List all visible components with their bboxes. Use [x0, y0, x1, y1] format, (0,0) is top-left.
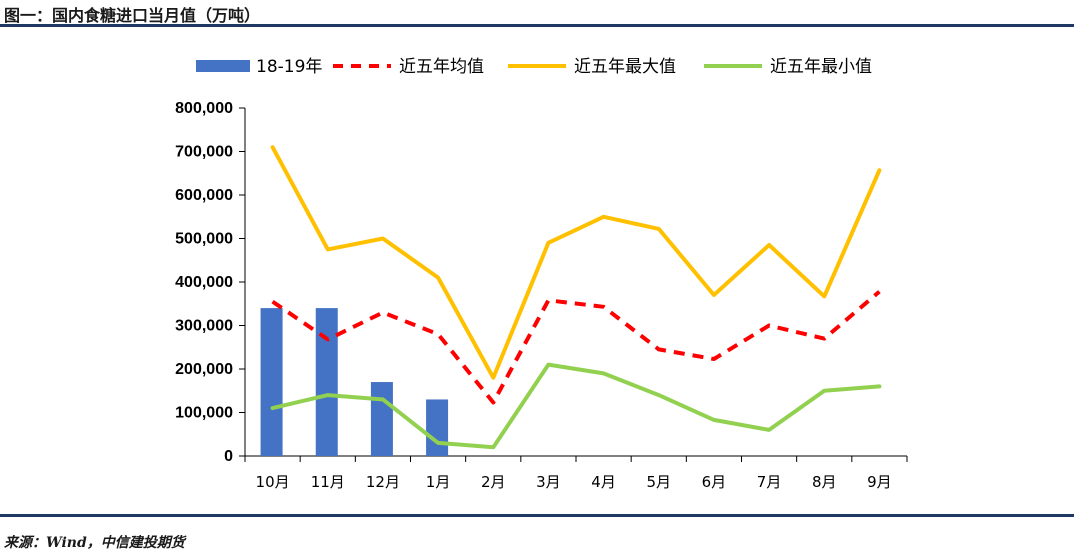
y-tick-label: 500,000 — [175, 231, 233, 248]
x-tick-label: 5月 — [646, 473, 671, 491]
y-tick-label: 100,000 — [175, 405, 233, 422]
y-tick-label: 400,000 — [175, 274, 233, 291]
y-tick-label: 700,000 — [175, 144, 233, 161]
y-tick-label: 200,000 — [175, 361, 233, 378]
series-line — [271, 290, 881, 405]
series-line — [270, 362, 882, 450]
x-tick-label: 6月 — [702, 473, 727, 491]
bar — [370, 382, 393, 456]
x-tick-label: 10月 — [256, 473, 290, 491]
axes: 0 100,000 200,000 300,000 400,000 500,000 600,… — [175, 100, 908, 491]
legend-label: 近五年最大值 — [574, 57, 676, 77]
x-tick-label: 8月 — [812, 473, 837, 491]
legend: 18-19年 近五年均值 近五年最大值 近五年最小值 — [196, 57, 872, 77]
legend-label: 近五年均值 — [399, 57, 484, 77]
x-tick-label: 2月 — [481, 473, 506, 491]
figure-title: 图一：国内食糖进口当月值（万吨） — [4, 6, 261, 25]
x-tick-label: 11月 — [311, 473, 345, 491]
bar — [260, 308, 283, 456]
bar-series — [260, 308, 449, 456]
bottom-divider — [0, 514, 1074, 517]
x-tick-label: 9月 — [867, 473, 892, 491]
legend-swatch — [196, 60, 250, 72]
y-tick-label: 800,000 — [175, 100, 233, 117]
bar — [426, 399, 449, 456]
source-note: 来源：Wind，中信建投期货 — [4, 535, 185, 551]
x-tick-label: 4月 — [591, 473, 616, 491]
series-line — [270, 145, 882, 380]
x-tick-label: 3月 — [536, 473, 561, 491]
y-tick-label: 600,000 — [175, 187, 233, 204]
y-tick-label: 300,000 — [175, 318, 233, 335]
y-tick-label: 0 — [224, 448, 233, 465]
x-tick-label: 7月 — [757, 473, 782, 491]
line-series — [270, 145, 882, 450]
legend-label: 18-19年 — [256, 57, 322, 77]
top-divider — [0, 24, 1074, 27]
x-tick-label: 1月 — [426, 473, 451, 491]
x-tick-label: 12月 — [366, 473, 400, 491]
bar — [315, 308, 338, 456]
legend-label: 近五年最小值 — [770, 57, 872, 77]
